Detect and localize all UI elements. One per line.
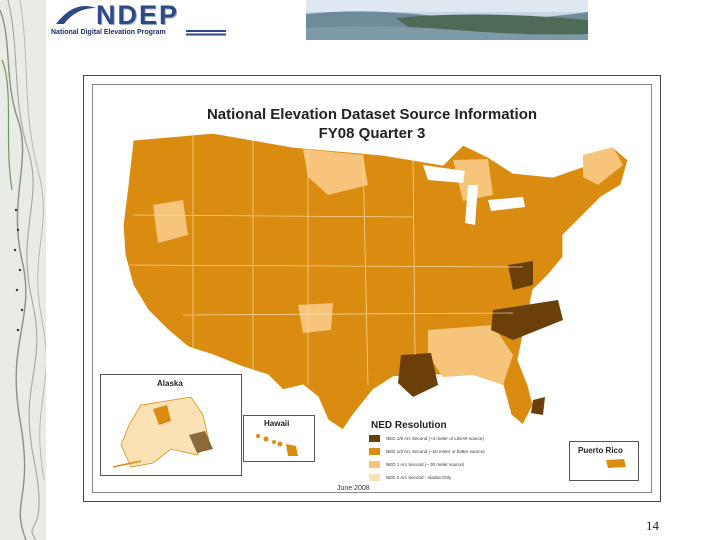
legend-swatch: [369, 434, 380, 442]
header-banner: NDEP National Digital Elevation Program: [46, 0, 588, 40]
puerto-rico-label: Puerto Rico: [578, 446, 623, 455]
legend-item: NED 1/9 Arc Second (~3 meter or LIDAR so…: [369, 433, 484, 443]
map-title-line2: FY08 Quarter 3: [318, 125, 426, 142]
puerto-rico-shape: [606, 459, 626, 468]
great-lakes: [423, 165, 525, 225]
map-panel: National Elevation Dataset Source Inform…: [92, 84, 652, 493]
map-title: National Elevation Dataset Source Inform…: [93, 105, 651, 143]
alaska-label: Alaska: [157, 379, 183, 388]
legend-label: NED 1/9 Arc Second (~3 meter or LIDAR so…: [386, 435, 484, 441]
legend-label: NED 2 Arc Second - Alaska Only: [386, 474, 452, 480]
program-name: National Digital Elevation Program: [51, 29, 166, 36]
puerto-rico-inset: Puerto Rico: [569, 441, 639, 481]
ndep-swoosh-icon: [56, 6, 96, 24]
light-region-northeast: [583, 147, 623, 185]
hawaii-shape: [256, 434, 298, 456]
alaska-inset: Alaska: [100, 374, 242, 476]
page-number: 14: [646, 518, 659, 533]
left-contour-strip: [0, 0, 46, 540]
dark-region-louisiana: [398, 353, 438, 397]
legend-item: NED 2 Arc Second - Alaska Only: [369, 472, 451, 482]
dark-region-florida: [531, 397, 545, 415]
legend-title: NED Resolution: [371, 420, 447, 431]
legend-swatch: [369, 460, 380, 468]
hawaii-inset: Hawaii: [243, 415, 315, 462]
legend-label: NED 1 Arc Second (~ 30 meter source): [386, 461, 465, 467]
coastline-photo: [306, 0, 588, 40]
map-frame: National Elevation Dataset Source Inform…: [83, 75, 661, 502]
legend-label: NED 1/3 Arc Second (~10 meter or better …: [386, 448, 485, 454]
logo-stripes-icon: [186, 30, 226, 36]
legend-swatch: [369, 447, 380, 455]
us-map: [122, 132, 629, 431]
light-region-north-plains: [303, 149, 368, 195]
alaska-shape: [112, 396, 213, 468]
legend-swatch: [369, 473, 380, 481]
light-region-west: [153, 200, 188, 243]
light-region-michigan: [453, 159, 493, 201]
ndep-logo: NDEP: [96, 0, 180, 30]
map-date: June 2008: [337, 485, 370, 492]
light-region-southeast: [428, 325, 513, 385]
legend-item: NED 1/3 Arc Second (~10 meter or better …: [369, 446, 485, 456]
map-title-line1: National Elevation Dataset Source Inform…: [206, 106, 538, 123]
dark-region-west-virginia: [508, 261, 533, 290]
hawaii-label: Hawaii: [264, 419, 290, 428]
dark-region-north-carolina: [491, 300, 563, 340]
legend-item: NED 1 Arc Second (~ 30 meter source): [369, 459, 464, 469]
light-region-texas: [298, 303, 333, 333]
